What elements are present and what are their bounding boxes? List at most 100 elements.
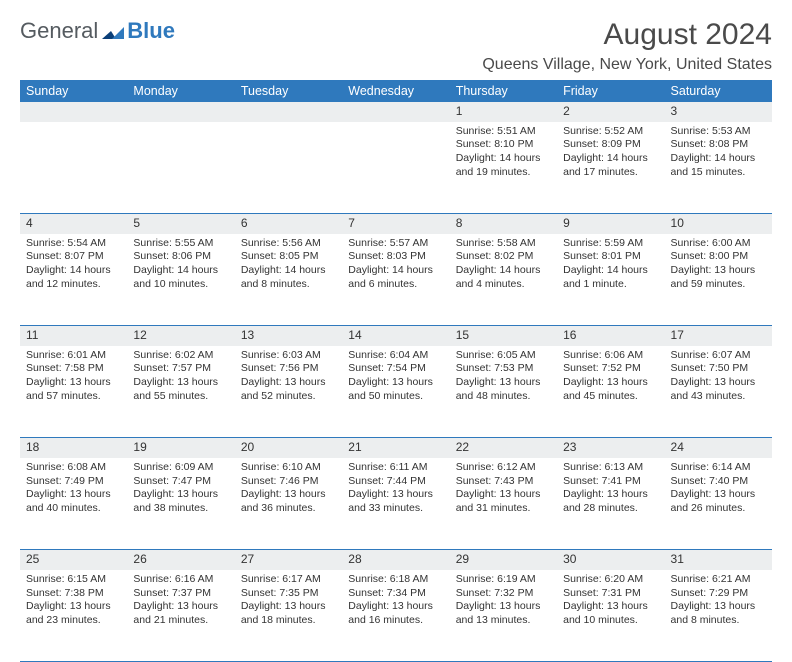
sunset-line: Sunset: 8:10 PM (456, 138, 551, 152)
daylight-line: Daylight: 13 hours and 45 minutes. (563, 376, 658, 403)
sunset-line: Sunset: 8:09 PM (563, 138, 658, 152)
day-detail-cell: Sunrise: 6:14 AMSunset: 7:40 PMDaylight:… (665, 458, 772, 550)
sunset-line: Sunset: 7:35 PM (241, 587, 336, 601)
day-detail-cell: Sunrise: 6:18 AMSunset: 7:34 PMDaylight:… (342, 570, 449, 662)
daynum-row: 25262728293031 (20, 550, 772, 570)
sunset-line: Sunset: 7:46 PM (241, 475, 336, 489)
detail-row: Sunrise: 5:54 AMSunset: 8:07 PMDaylight:… (20, 234, 772, 326)
day-detail-cell: Sunrise: 6:09 AMSunset: 7:47 PMDaylight:… (127, 458, 234, 550)
sunset-line: Sunset: 7:29 PM (671, 587, 766, 601)
day-number-cell (20, 102, 127, 122)
day-number-cell: 28 (342, 550, 449, 570)
sunrise-line: Sunrise: 5:51 AM (456, 125, 551, 139)
day-number-cell: 18 (20, 438, 127, 458)
day-detail-cell: Sunrise: 6:19 AMSunset: 7:32 PMDaylight:… (450, 570, 557, 662)
sunrise-line: Sunrise: 6:12 AM (456, 461, 551, 475)
day-number-cell: 2 (557, 102, 664, 122)
day-number-cell: 5 (127, 214, 234, 234)
day-number-cell: 22 (450, 438, 557, 458)
day-detail-cell: Sunrise: 5:57 AMSunset: 8:03 PMDaylight:… (342, 234, 449, 326)
day-number-cell: 12 (127, 326, 234, 346)
day-number-cell: 1 (450, 102, 557, 122)
sunrise-line: Sunrise: 6:02 AM (133, 349, 228, 363)
sunrise-line: Sunrise: 6:04 AM (348, 349, 443, 363)
day-header-row: SundayMondayTuesdayWednesdayThursdayFrid… (20, 80, 772, 102)
daylight-line: Daylight: 13 hours and 10 minutes. (563, 600, 658, 627)
sunrise-line: Sunrise: 6:10 AM (241, 461, 336, 475)
sunrise-line: Sunrise: 6:08 AM (26, 461, 121, 475)
day-header: Saturday (665, 80, 772, 102)
sunrise-line: Sunrise: 6:20 AM (563, 573, 658, 587)
day-number-cell: 17 (665, 326, 772, 346)
sunset-line: Sunset: 7:54 PM (348, 362, 443, 376)
day-detail-cell: Sunrise: 5:55 AMSunset: 8:06 PMDaylight:… (127, 234, 234, 326)
daylight-line: Daylight: 13 hours and 50 minutes. (348, 376, 443, 403)
day-header: Tuesday (235, 80, 342, 102)
daylight-line: Daylight: 13 hours and 18 minutes. (241, 600, 336, 627)
daylight-line: Daylight: 13 hours and 26 minutes. (671, 488, 766, 515)
daylight-line: Daylight: 14 hours and 17 minutes. (563, 152, 658, 179)
day-detail-cell (235, 122, 342, 214)
brand-logo: General Blue (20, 18, 175, 44)
sunset-line: Sunset: 8:00 PM (671, 250, 766, 264)
daylight-line: Daylight: 13 hours and 8 minutes. (671, 600, 766, 627)
day-number-cell: 6 (235, 214, 342, 234)
sunset-line: Sunset: 7:47 PM (133, 475, 228, 489)
day-number-cell: 16 (557, 326, 664, 346)
sunset-line: Sunset: 7:40 PM (671, 475, 766, 489)
day-detail-cell: Sunrise: 6:15 AMSunset: 7:38 PMDaylight:… (20, 570, 127, 662)
sunset-line: Sunset: 7:58 PM (26, 362, 121, 376)
day-number-cell: 31 (665, 550, 772, 570)
sunrise-line: Sunrise: 6:09 AM (133, 461, 228, 475)
day-header: Friday (557, 80, 664, 102)
sunset-line: Sunset: 7:31 PM (563, 587, 658, 601)
day-detail-cell (20, 122, 127, 214)
day-detail-cell: Sunrise: 6:10 AMSunset: 7:46 PMDaylight:… (235, 458, 342, 550)
sunset-line: Sunset: 7:44 PM (348, 475, 443, 489)
daylight-line: Daylight: 13 hours and 48 minutes. (456, 376, 551, 403)
daylight-line: Daylight: 13 hours and 28 minutes. (563, 488, 658, 515)
day-detail-cell: Sunrise: 6:13 AMSunset: 7:41 PMDaylight:… (557, 458, 664, 550)
sunset-line: Sunset: 7:43 PM (456, 475, 551, 489)
sunset-line: Sunset: 7:32 PM (456, 587, 551, 601)
sunrise-line: Sunrise: 6:18 AM (348, 573, 443, 587)
sunrise-line: Sunrise: 5:56 AM (241, 237, 336, 251)
detail-row: Sunrise: 6:15 AMSunset: 7:38 PMDaylight:… (20, 570, 772, 662)
sunrise-line: Sunrise: 6:17 AM (241, 573, 336, 587)
day-header: Wednesday (342, 80, 449, 102)
daylight-line: Daylight: 13 hours and 21 minutes. (133, 600, 228, 627)
sunset-line: Sunset: 7:57 PM (133, 362, 228, 376)
day-detail-cell: Sunrise: 6:20 AMSunset: 7:31 PMDaylight:… (557, 570, 664, 662)
detail-row: Sunrise: 6:08 AMSunset: 7:49 PMDaylight:… (20, 458, 772, 550)
day-number-cell: 14 (342, 326, 449, 346)
day-detail-cell: Sunrise: 5:56 AMSunset: 8:05 PMDaylight:… (235, 234, 342, 326)
day-number-cell: 29 (450, 550, 557, 570)
day-detail-cell: Sunrise: 5:59 AMSunset: 8:01 PMDaylight:… (557, 234, 664, 326)
daylight-line: Daylight: 14 hours and 6 minutes. (348, 264, 443, 291)
sunset-line: Sunset: 7:52 PM (563, 362, 658, 376)
day-number-cell: 23 (557, 438, 664, 458)
sunrise-line: Sunrise: 6:21 AM (671, 573, 766, 587)
daylight-line: Daylight: 13 hours and 36 minutes. (241, 488, 336, 515)
day-number-cell: 13 (235, 326, 342, 346)
sunset-line: Sunset: 8:06 PM (133, 250, 228, 264)
day-detail-cell: Sunrise: 6:08 AMSunset: 7:49 PMDaylight:… (20, 458, 127, 550)
day-number-cell: 15 (450, 326, 557, 346)
daylight-line: Daylight: 13 hours and 59 minutes. (671, 264, 766, 291)
day-detail-cell (342, 122, 449, 214)
day-detail-cell: Sunrise: 6:03 AMSunset: 7:56 PMDaylight:… (235, 346, 342, 438)
day-detail-cell: Sunrise: 6:11 AMSunset: 7:44 PMDaylight:… (342, 458, 449, 550)
sunset-line: Sunset: 7:50 PM (671, 362, 766, 376)
day-detail-cell: Sunrise: 6:21 AMSunset: 7:29 PMDaylight:… (665, 570, 772, 662)
sunrise-line: Sunrise: 5:57 AM (348, 237, 443, 251)
location: Queens Village, New York, United States (482, 56, 772, 74)
daynum-row: 123 (20, 102, 772, 122)
brand-part2: Blue (127, 18, 175, 44)
month-title: August 2024 (482, 18, 772, 52)
daylight-line: Daylight: 14 hours and 8 minutes. (241, 264, 336, 291)
day-detail-cell: Sunrise: 5:51 AMSunset: 8:10 PMDaylight:… (450, 122, 557, 214)
sunrise-line: Sunrise: 6:11 AM (348, 461, 443, 475)
sunset-line: Sunset: 8:05 PM (241, 250, 336, 264)
daylight-line: Daylight: 14 hours and 1 minute. (563, 264, 658, 291)
sunset-line: Sunset: 7:37 PM (133, 587, 228, 601)
